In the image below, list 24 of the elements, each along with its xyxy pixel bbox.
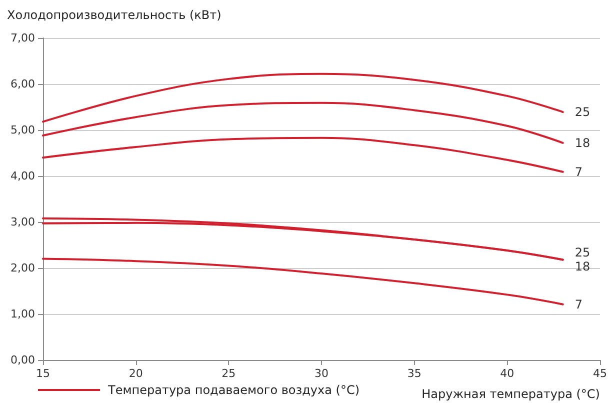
- series-label: 7: [574, 164, 583, 179]
- y-tick-label: 0,00: [10, 354, 35, 366]
- y-tick-label: 2,00: [10, 262, 35, 274]
- x-tick-label: 35: [407, 367, 422, 380]
- y-tick-label: 4,00: [10, 170, 35, 182]
- x-tick-label: 40: [500, 367, 514, 380]
- y-tick-label: 3,00: [10, 216, 35, 228]
- y-tick-label: 7,00: [10, 32, 35, 44]
- x-tick-label: 45: [593, 367, 607, 380]
- series-label: 7: [574, 297, 583, 312]
- series-label: 18: [574, 260, 590, 274]
- y-tick-label: 5,00: [10, 124, 35, 136]
- series-label: 25: [574, 105, 590, 120]
- y-axis-title: Холодопроизводительность (кВт): [7, 8, 222, 22]
- series-label: 18: [574, 136, 590, 150]
- x-tick-label: 20: [128, 367, 143, 380]
- x-tick-label: 30: [314, 367, 328, 380]
- y-tick-label: 6,00: [10, 78, 35, 90]
- x-tick-label: 25: [222, 367, 236, 380]
- series-label: 25: [574, 246, 590, 260]
- y-tick-label: 1,00: [10, 308, 35, 320]
- legend-title: Температура подаваемого воздуха (°C): [108, 383, 360, 397]
- x-tick-label: 15: [36, 367, 50, 380]
- x-axis-title: Наружная температура (°C): [422, 387, 600, 401]
